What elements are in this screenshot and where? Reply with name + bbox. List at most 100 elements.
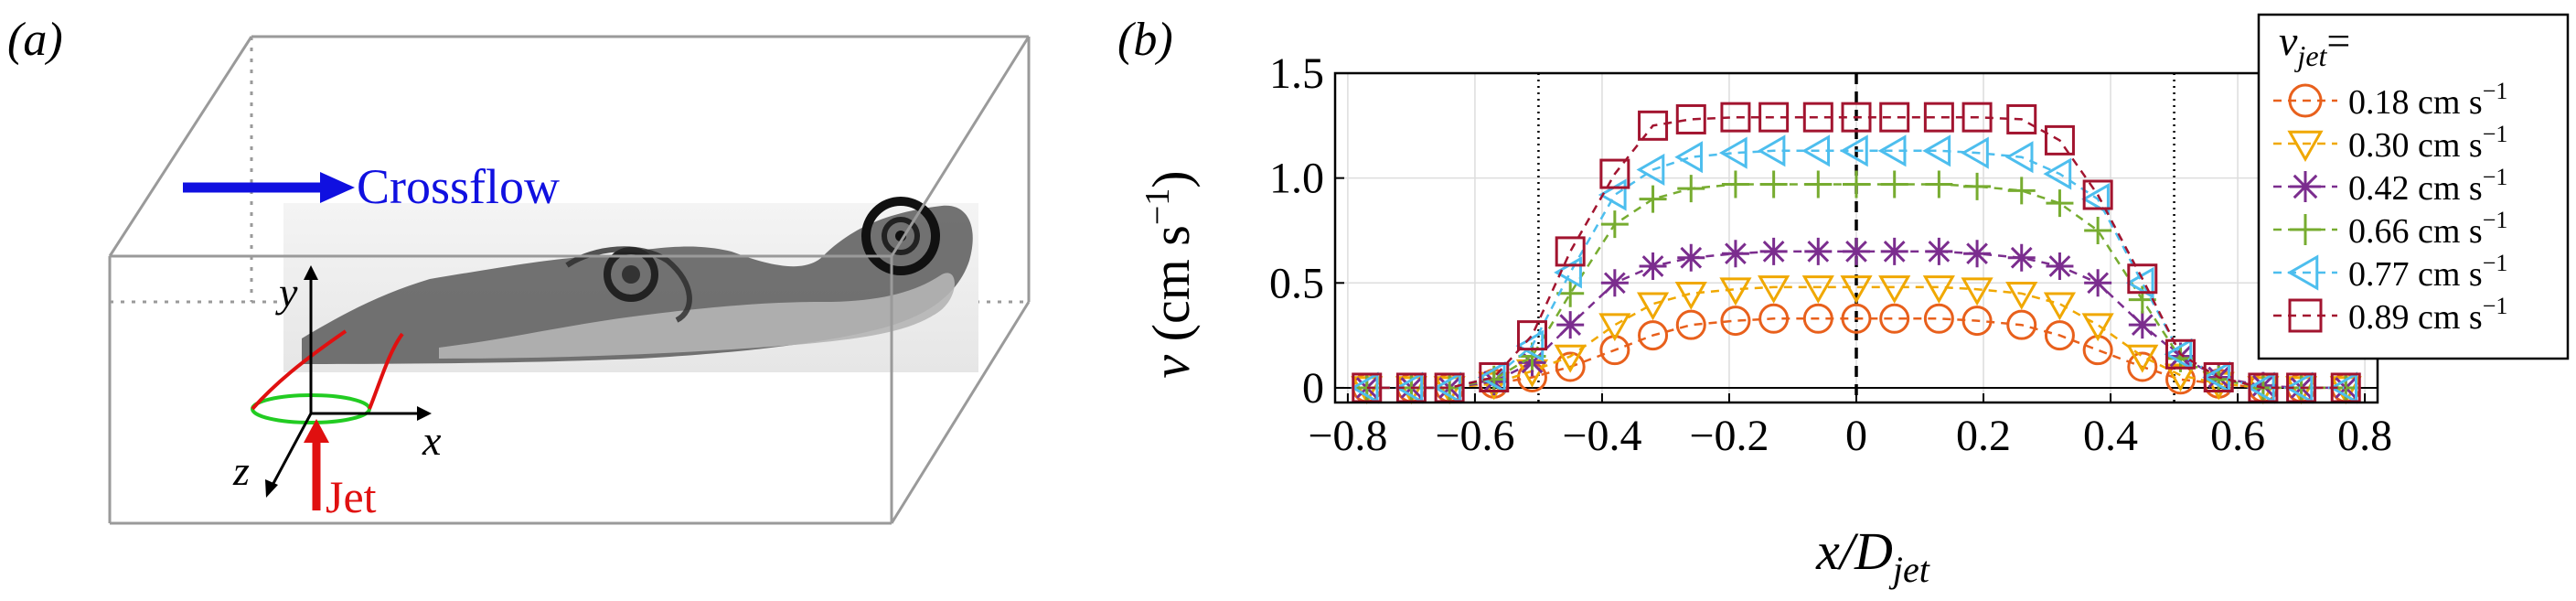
data-point-plus xyxy=(1963,172,1992,200)
data-point-triangle-left xyxy=(1395,371,1424,404)
data-point-square xyxy=(1923,102,1954,133)
data-point-triangle-left xyxy=(1598,178,1627,211)
data-point-triangle-down xyxy=(1636,292,1670,321)
data-point-triangle-left xyxy=(2164,338,2193,370)
data-point-triangle-down xyxy=(2005,282,2038,310)
data-point-triangle-left xyxy=(2286,254,2319,291)
crossflow-arrow xyxy=(183,172,355,203)
data-point-plus xyxy=(1721,170,1749,199)
data-point-square xyxy=(1516,320,1547,351)
chart-legend: vjet= 0.18 cm s−10.30 cm s−10.42 cm s−10… xyxy=(2257,13,2570,360)
legend-label: 0.30 cm s−1 xyxy=(2348,121,2507,165)
vortex-2 xyxy=(861,197,940,275)
coordinate-axes xyxy=(265,265,432,498)
data-point-triangle-left xyxy=(1350,371,1379,404)
data-point-square xyxy=(2288,298,2323,333)
data-point-square xyxy=(1599,158,1630,189)
jet-arrow xyxy=(304,419,329,510)
data-point-square xyxy=(2044,124,2075,156)
y-axis-label: v (cm s−1) xyxy=(1138,170,1201,378)
y-tick-label: 0.5 xyxy=(1269,259,1324,307)
data-point-circle xyxy=(1802,303,1833,334)
data-point-triangle-left xyxy=(2329,371,2357,404)
data-point-triangle-down xyxy=(1598,313,1631,342)
data-point-plus xyxy=(1556,279,1585,307)
flow-visualization xyxy=(283,197,978,372)
data-point-asterisk xyxy=(2084,269,2112,297)
legend-item: 0.89 cm s−1 xyxy=(2273,293,2507,337)
series-triangle-left xyxy=(1350,134,2357,404)
y-tick-label: 1.5 xyxy=(1269,49,1324,98)
data-point-triangle-down xyxy=(1758,275,1790,304)
legend-item: 0.77 cm s−1 xyxy=(2273,250,2507,294)
data-point-plus xyxy=(1925,170,1953,199)
data-point-square xyxy=(1479,361,1510,392)
data-point-plus xyxy=(1600,210,1629,239)
panel-b: (b) −0.8 −0.6 −0.4 −0.2 0 0.2 0.4 0.6 0.8 0 0.5 1.… xyxy=(1117,13,2570,590)
data-point-square xyxy=(1961,102,1993,133)
legend-label: 0.77 cm s−1 xyxy=(2348,250,2507,294)
y-tick-label: 0 xyxy=(1302,364,1324,413)
jet-label: Jet xyxy=(326,471,377,522)
data-point-triangle-down xyxy=(2081,313,2114,342)
svg-text:v (cm s−1): v (cm s−1) xyxy=(1138,170,1201,378)
data-point-asterisk xyxy=(1639,252,1667,280)
data-point-triangle-left xyxy=(2284,371,2314,404)
legend-item: 0.18 cm s−1 xyxy=(2273,78,2507,122)
axis-z-label: z xyxy=(232,447,250,494)
x-tick-label: 0.8 xyxy=(2337,412,2392,460)
data-point-triangle-left xyxy=(1718,136,1748,169)
axis-x-label: x xyxy=(422,417,442,464)
data-point-circle xyxy=(1923,303,1954,334)
data-point-asterisk xyxy=(1677,243,1705,272)
x-tick-label: 0.2 xyxy=(1956,412,2011,460)
data-point-square xyxy=(1675,103,1706,134)
data-point-square xyxy=(1841,102,1872,133)
legend-item: 0.30 cm s−1 xyxy=(2273,121,2507,165)
axis-y-label: y xyxy=(275,269,298,316)
data-point-square xyxy=(2203,361,2234,392)
data-point-triangle-left xyxy=(1801,134,1831,167)
data-point-square xyxy=(1720,102,1751,133)
data-point-asterisk xyxy=(2290,171,2321,202)
data-point-triangle-left xyxy=(1515,329,1545,362)
data-point-square xyxy=(1879,102,1910,133)
data-point-asterisk xyxy=(2007,243,2036,272)
data-point-plus xyxy=(1843,170,1870,199)
data-point-triangle-left xyxy=(1636,153,1665,187)
data-point-square xyxy=(2006,103,2037,134)
x-tick-label: 0 xyxy=(1845,412,1867,460)
data-point-plus xyxy=(1804,170,1833,199)
data-point-triangle-left xyxy=(1839,134,1868,167)
data-point-asterisk xyxy=(1963,240,1992,268)
data-point-triangle-left xyxy=(1757,134,1786,167)
data-point-triangle-down xyxy=(2287,130,2324,163)
data-point-circle xyxy=(2044,320,2075,351)
legend-label: 0.89 cm s−1 xyxy=(2348,293,2507,337)
data-point-square xyxy=(1758,102,1790,133)
data-point-circle xyxy=(1675,309,1706,340)
svg-text:x/Djet: x/Djet xyxy=(1815,521,1930,590)
data-point-triangle-left xyxy=(2081,182,2110,216)
y-ticks: 0 0.5 1.0 1.5 xyxy=(1269,49,1344,413)
panel-a-label: (a) xyxy=(7,14,63,66)
data-point-triangle-left xyxy=(1433,371,1461,404)
x-tick-label: −0.8 xyxy=(1308,412,1387,460)
x-tick-label: 0.6 xyxy=(2210,412,2265,460)
data-point-circle xyxy=(1758,303,1790,334)
data-point-triangle-down xyxy=(2043,292,2077,321)
chart-series xyxy=(1350,102,2362,404)
data-point-plus xyxy=(1677,175,1705,203)
box-edges xyxy=(108,35,1031,525)
data-point-plus xyxy=(1639,185,1667,213)
crossflow-label: Crossflow xyxy=(357,159,560,214)
x-tick-label: 0.4 xyxy=(2083,412,2138,460)
data-point-asterisk xyxy=(1721,240,1749,268)
data-point-circle xyxy=(1720,306,1751,337)
data-point-square xyxy=(2082,179,2113,210)
x-tick-label: −0.4 xyxy=(1562,412,1641,460)
data-point-asterisk xyxy=(1600,269,1629,297)
data-point-triangle-left xyxy=(1877,134,1907,167)
data-point-circle xyxy=(1555,351,1586,382)
data-point-square xyxy=(2165,338,2197,370)
